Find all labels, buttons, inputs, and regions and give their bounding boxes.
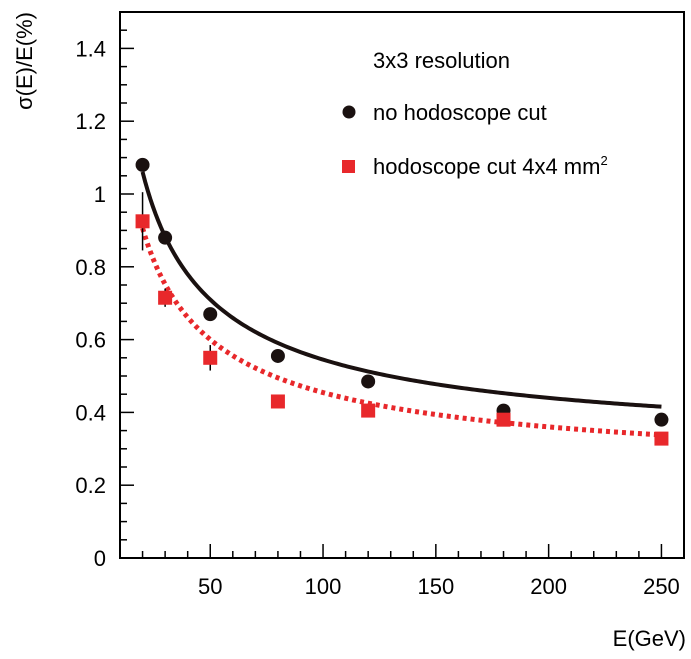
y-tick-label: 1.2 [75,109,106,134]
legend-title: 3x3 resolution [373,48,510,73]
plot-frame [119,11,685,559]
x-axis-title: E(GeV) [613,626,686,651]
data-point-no-cut [135,157,150,172]
fit-curve-no-cut [140,171,662,409]
legend-label-hodoscope-cut: hodoscope cut 4x4 mm2 [373,153,608,179]
x-tick-label: 150 [417,574,454,599]
data-points [135,157,669,446]
x-tick-label: 250 [643,574,680,599]
y-tick-label: 1 [94,182,106,207]
data-point-hodoscope-cut [361,403,376,418]
y-tick-label: 0 [94,546,106,571]
data-point-hodoscope-cut [654,431,669,446]
plot-frame-rect [119,11,685,559]
data-point-no-cut [203,307,218,322]
y-tick-label: 0.6 [75,328,106,353]
legend-marker-hodoscope-cut [342,160,355,173]
data-point-hodoscope-cut [158,290,173,305]
legend-marker-no-cut [342,105,356,119]
legend-label-no-cut: no hodoscope cut [373,100,547,125]
data-point-hodoscope-cut [135,214,150,229]
legend-label-hodoscope-cut-main: hodoscope cut 4x4 mm [373,154,600,179]
tick-labels: 0 0.2 0.4 0.6 0.8 1 1.2 1.4 50 100 150 200 250 [75,36,679,599]
axis-ticks [119,11,685,559]
data-point-hodoscope-cut [270,394,285,409]
y-tick-label: 0.4 [75,400,106,425]
data-point-no-cut [654,412,669,427]
data-point-no-cut [158,230,173,245]
y-tick-label: 1.4 [75,36,106,61]
data-point-no-cut [361,374,376,389]
data-point-no-cut [270,348,285,363]
y-tick-label: 0.2 [75,473,106,498]
x-tick-label: 200 [530,574,567,599]
data-point-hodoscope-cut [203,350,218,365]
legend: 3x3 resolution no hodoscope cut hodoscop… [342,48,608,179]
fit-curves [140,171,662,438]
x-tick-label: 50 [198,574,222,599]
y-tick-label: 0.8 [75,255,106,280]
x-tick-label: 100 [305,574,342,599]
y-axis-title: σ(E)/E(%) [12,12,37,110]
data-point-hodoscope-cut [496,412,511,427]
fit-curve-hodoscope-cut [140,227,662,438]
legend-label-superscript: 2 [600,153,607,168]
